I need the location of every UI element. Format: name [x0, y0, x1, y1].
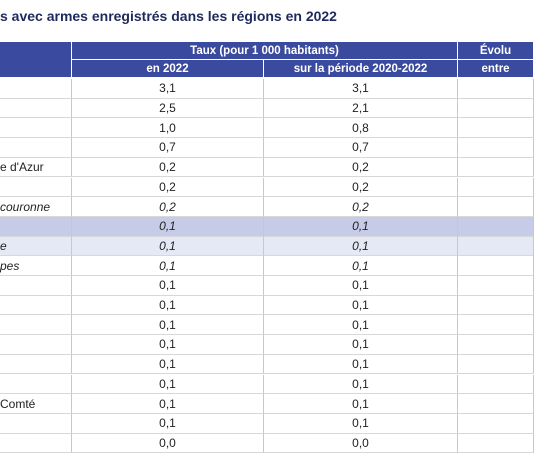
row-label — [0, 79, 72, 99]
value-cell: 0,2 — [264, 197, 458, 217]
row-label — [0, 413, 72, 434]
value-cell — [458, 315, 534, 336]
value-cell: 0,1 — [72, 335, 264, 355]
value-cell: 0,2 — [264, 157, 458, 178]
row-label — [0, 138, 72, 158]
value-cell — [458, 98, 534, 119]
value-cell: 0,1 — [72, 216, 264, 237]
group-header: Évolu — [458, 42, 534, 60]
row-label — [0, 433, 72, 454]
column-header: sur la période 2020-2022 — [264, 60, 458, 78]
value-cell: 2,5 — [72, 98, 264, 119]
value-cell: 0,7 — [264, 138, 458, 158]
value-cell — [458, 79, 534, 99]
value-cell: 0,1 — [264, 256, 458, 276]
value-cell — [458, 177, 534, 198]
value-cell: 0,0 — [264, 433, 458, 454]
value-cell: 0,1 — [264, 374, 458, 395]
value-cell — [458, 354, 534, 375]
value-cell: 0,1 — [72, 256, 264, 276]
value-cell: 0,2 — [264, 177, 458, 198]
value-cell — [458, 433, 534, 454]
row-label: pes — [0, 256, 72, 276]
value-cell — [458, 335, 534, 355]
row-label: e d'Azur — [0, 157, 72, 178]
value-cell: 0,8 — [264, 118, 458, 139]
value-cell: 0,7 — [72, 138, 264, 158]
value-cell — [458, 216, 534, 237]
value-cell — [458, 157, 534, 178]
value-cell: 0,1 — [72, 276, 264, 296]
value-cell — [458, 138, 534, 158]
value-cell: 1,0 — [72, 118, 264, 139]
row-label — [0, 354, 72, 375]
value-cell: 0,1 — [72, 413, 264, 434]
value-cell — [458, 197, 534, 217]
row-label — [0, 276, 72, 296]
row-label — [0, 118, 72, 139]
value-cell — [458, 374, 534, 395]
value-cell: 0,2 — [72, 197, 264, 217]
value-cell: 0,1 — [72, 354, 264, 375]
value-cell: 0,1 — [264, 236, 458, 257]
row-label — [0, 295, 72, 316]
row-label — [0, 335, 72, 355]
value-cell: 0,1 — [72, 236, 264, 257]
value-cell — [458, 413, 534, 434]
value-cell: 0,1 — [264, 394, 458, 414]
value-cell: 0,1 — [264, 216, 458, 237]
header-cell — [0, 42, 72, 78]
value-cell: 0,1 — [72, 394, 264, 414]
value-cell: 3,1 — [72, 79, 264, 99]
value-cell: 0,1 — [264, 276, 458, 296]
row-label — [0, 374, 72, 395]
value-cell — [458, 236, 534, 257]
value-cell — [458, 276, 534, 296]
row-label — [0, 315, 72, 336]
value-cell — [458, 394, 534, 414]
column-header: en 2022 — [72, 60, 264, 78]
value-cell: 0,2 — [72, 157, 264, 178]
value-cell: 3,1 — [264, 79, 458, 99]
value-cell: 0,1 — [72, 374, 264, 395]
row-label — [0, 216, 72, 237]
value-cell — [458, 256, 534, 276]
row-label: couronne — [0, 197, 72, 217]
value-cell: 0,1 — [264, 295, 458, 316]
column-header: entre — [458, 60, 534, 78]
row-label — [0, 177, 72, 198]
value-cell: 0,1 — [72, 315, 264, 336]
value-cell: 2,1 — [264, 98, 458, 119]
row-label: e — [0, 236, 72, 257]
value-cell: 0,1 — [264, 315, 458, 336]
value-cell — [458, 118, 534, 139]
value-cell — [458, 295, 534, 316]
value-cell: 0,1 — [72, 295, 264, 316]
value-cell: 0,1 — [264, 354, 458, 375]
value-cell: 0,1 — [264, 413, 458, 434]
value-cell: 0,1 — [264, 335, 458, 355]
value-cell: 0,0 — [72, 433, 264, 454]
group-header: Taux (pour 1 000 habitants) — [72, 42, 458, 60]
row-label — [0, 98, 72, 119]
title: s avec armes enregistrés dans les région… — [0, 8, 337, 24]
row-label: Comté — [0, 394, 72, 414]
value-cell: 0,2 — [72, 177, 264, 198]
